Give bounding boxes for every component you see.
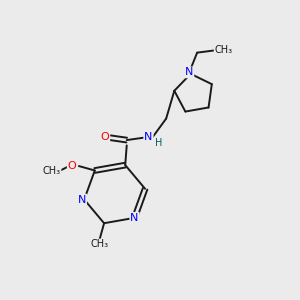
Text: CH₃: CH₃ <box>91 239 109 249</box>
Text: N: N <box>78 194 86 205</box>
Text: CH₃: CH₃ <box>214 45 233 55</box>
Text: N: N <box>185 68 194 77</box>
Text: O: O <box>100 132 109 142</box>
Text: N: N <box>144 132 153 142</box>
Text: H: H <box>154 138 162 148</box>
Text: O: O <box>68 161 76 171</box>
Text: N: N <box>130 213 139 223</box>
Text: CH₃: CH₃ <box>42 166 61 176</box>
